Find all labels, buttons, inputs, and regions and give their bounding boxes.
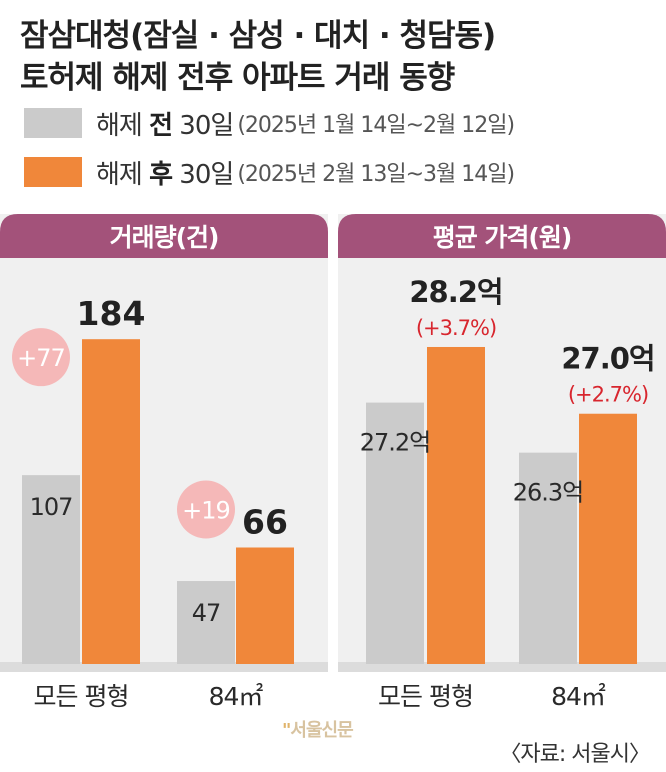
chart-header-title-0: 거래량(건) [110,223,219,252]
value-label-before: 107 [30,493,73,521]
legend-item-after: 해제 후 30일 (2025년 2월 13일~3월 14일) [24,152,515,192]
chart-baseline-0 [0,662,328,672]
category-label: 84㎡ [551,682,606,711]
chart-header-title-1: 평균 가격(원) [433,223,572,252]
legend-label-after: 해제 후 30일 [96,159,234,190]
value-label-before: 47 [192,599,221,627]
chart-title-line2: 토허제 해제 전후 아파트 거래 동향 [20,60,455,96]
change-label: +77 [17,344,65,372]
bar-before [22,475,80,664]
change-label: (+3.7%) [416,316,496,340]
chart-baseline-1 [338,662,666,672]
legend-swatch-after [24,157,82,187]
bar-before [366,402,424,664]
value-label-before: 27.2억 [360,429,431,457]
bar-before [177,581,235,664]
legend-range-before: (2025년 1월 14일~2월 12일) [237,113,515,138]
watermark: "서울신문 [282,720,354,741]
value-label-after: 66 [242,502,288,541]
chart-header-0 [0,214,328,258]
chart-header-1 [338,214,666,258]
bar-before [519,452,577,664]
legend-range-after: (2025년 2월 13일~3월 14일) [237,162,515,187]
value-label-before: 26.3억 [513,479,584,507]
legend-swatch-before [24,108,82,138]
change-label: +19 [182,496,230,524]
bar-after [236,547,294,664]
change-bubble [12,328,70,387]
value-label-after: 184 [77,294,146,333]
legend-item-before: 해제 전 30일 (2025년 1월 14일~2월 12일) [24,103,515,143]
change-label: (+2.7%) [568,383,648,407]
category-label: 84㎡ [209,682,264,711]
value-label-after: 28.2억 [409,275,502,309]
source-note: 〈자료: 서울시〉 [499,742,651,767]
legend-label-before: 해제 전 30일 [96,110,234,141]
value-label-after: 27.0억 [561,342,654,376]
category-label: 모든 평형 [378,682,473,711]
bar-after [427,346,485,664]
change-bubble [177,480,235,539]
chart-title-line1: 잠삼대청(잠실 · 삼성 · 대치 · 청담동) [20,18,496,54]
bar-after [82,339,140,664]
category-label: 모든 평형 [34,682,129,711]
bar-after [579,413,637,664]
